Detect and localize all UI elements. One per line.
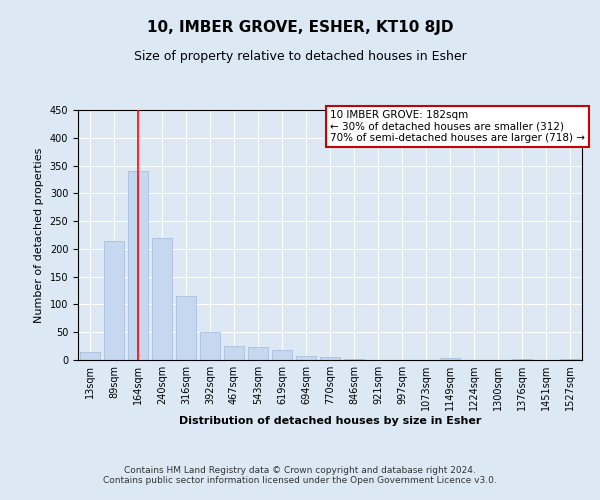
Bar [272, 350, 292, 360]
Bar [104, 240, 124, 360]
Bar [440, 358, 460, 360]
Bar [560, 359, 580, 360]
Bar [176, 296, 196, 360]
Text: 10, IMBER GROVE, ESHER, KT10 8JD: 10, IMBER GROVE, ESHER, KT10 8JD [147, 20, 453, 35]
Bar [224, 346, 244, 360]
Bar [296, 356, 316, 360]
Text: Contains HM Land Registry data © Crown copyright and database right 2024.
Contai: Contains HM Land Registry data © Crown c… [103, 466, 497, 485]
X-axis label: Distribution of detached houses by size in Esher: Distribution of detached houses by size … [179, 416, 481, 426]
Bar [248, 346, 268, 360]
Y-axis label: Number of detached properties: Number of detached properties [34, 148, 44, 322]
Text: Size of property relative to detached houses in Esher: Size of property relative to detached ho… [134, 50, 466, 63]
Bar [128, 171, 148, 360]
Text: 10 IMBER GROVE: 182sqm
← 30% of detached houses are smaller (312)
70% of semi-de: 10 IMBER GROVE: 182sqm ← 30% of detached… [330, 110, 585, 143]
Bar [200, 332, 220, 360]
Bar [80, 352, 100, 360]
Bar [320, 357, 340, 360]
Bar [152, 238, 172, 360]
